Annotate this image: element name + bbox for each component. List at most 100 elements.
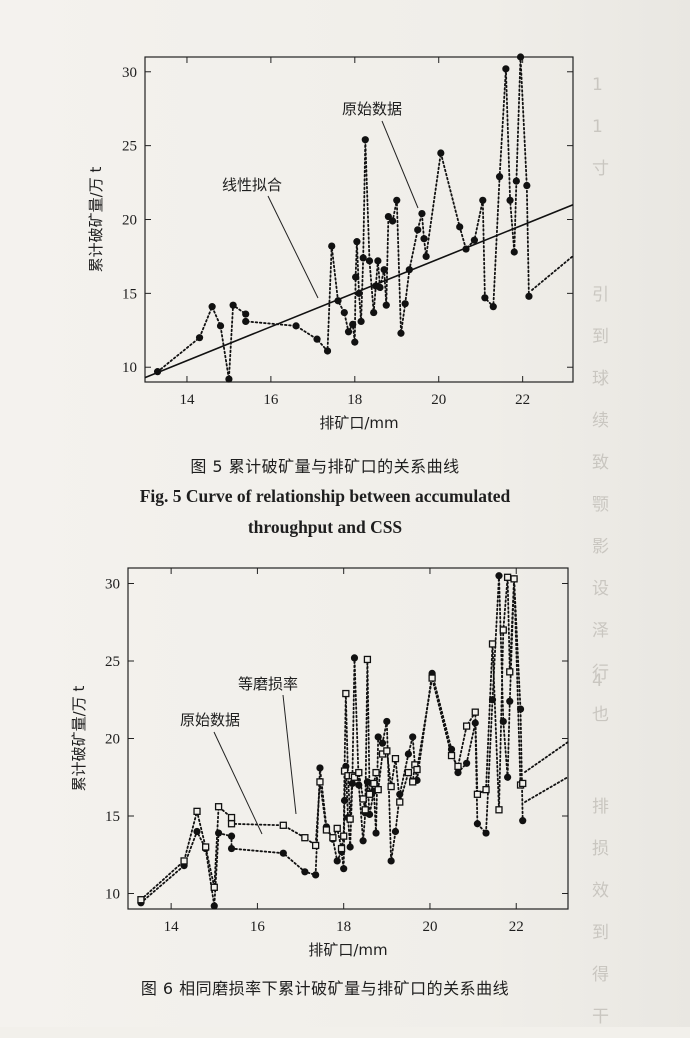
data-point — [525, 292, 533, 300]
x-axis-label: 排矿口/mm — [319, 414, 398, 432]
data-point-square — [316, 778, 324, 786]
data-point — [391, 827, 400, 836]
data-point-square — [404, 768, 413, 777]
data-point-square — [214, 803, 223, 811]
bleed-through-text-top: 1 1 寸 引到球续致颚影设泽行也 — [592, 64, 690, 736]
data-point-square — [473, 790, 482, 798]
bleed-char: 损 — [592, 839, 609, 859]
data-point-square — [488, 640, 497, 648]
x-tick-label: 18 — [336, 919, 351, 935]
data-point — [313, 335, 321, 343]
figure5-caption-en-line1: Fig. 5 Curve of relationship between acc… — [139, 486, 511, 506]
annotation-label: 原始数据 — [342, 100, 402, 118]
fit-line — [145, 203, 573, 379]
data-point-square — [346, 815, 354, 823]
data-point-square — [355, 768, 363, 777]
series-tail — [524, 776, 569, 803]
bleed-char: 设 — [592, 579, 609, 599]
data-point — [409, 733, 417, 741]
series-tail — [524, 741, 569, 773]
data-point — [397, 329, 405, 337]
data-point-square — [499, 626, 507, 634]
data-point — [340, 796, 349, 805]
data-point — [414, 226, 422, 234]
data-point — [437, 149, 445, 157]
bleed-through-text-bottom: 4 排损效到得干 — [592, 660, 690, 1038]
data-point — [422, 252, 430, 261]
bleed-char: 也 — [592, 705, 609, 725]
bleed-char: 得 — [592, 965, 609, 985]
data-point — [279, 849, 287, 857]
data-point — [370, 308, 378, 317]
annotation-leader — [282, 694, 297, 815]
data-point-square — [227, 813, 236, 822]
y-tick-label: 30 — [122, 65, 137, 81]
data-point — [470, 236, 478, 244]
data-point-square — [482, 785, 490, 794]
data-point — [193, 827, 201, 836]
y-tick-label: 10 — [105, 887, 120, 903]
data-point-square — [337, 844, 346, 853]
data-point — [502, 65, 510, 73]
data-point — [512, 177, 520, 185]
series-line — [139, 575, 524, 907]
data-point — [374, 257, 382, 265]
bleed-char: 1 — [592, 75, 603, 95]
data-point-square — [372, 768, 380, 777]
figure6-chart: 14 16 18 20 22 10 15 20 25 30 排矿口/mm 累计破矿量/万 t 等磨损率原… — [70, 567, 569, 959]
data-point — [479, 196, 487, 204]
data-point-square — [333, 824, 341, 833]
bleed-char: 寸 — [592, 159, 609, 179]
data-point-square — [359, 795, 367, 803]
y-tick-label: 25 — [122, 139, 137, 155]
annotation-leader — [213, 731, 263, 835]
data-point — [482, 829, 490, 837]
data-point — [214, 829, 223, 837]
data-point — [404, 750, 412, 758]
figure5-chart: 14 16 18 20 22 10 15 20 25 30 排矿口/mm 累计破矿量/万 t 原始数据线… — [87, 53, 574, 432]
data-point-square — [519, 779, 527, 788]
series-line — [139, 577, 524, 901]
data-point — [344, 328, 353, 336]
bleed-char: 致 — [592, 453, 609, 473]
data-point — [504, 773, 512, 781]
data-point-square — [396, 798, 404, 806]
data-point-square — [454, 762, 462, 771]
data-point-square — [383, 747, 391, 755]
data-point — [388, 217, 397, 225]
data-point — [473, 820, 482, 828]
data-point — [454, 769, 462, 777]
data-point — [340, 308, 348, 317]
annotation-label: 等磨损率 — [238, 675, 298, 693]
data-point — [359, 837, 367, 845]
x-tick-label: 18 — [347, 392, 362, 408]
data-point-square — [391, 754, 400, 763]
annotation-leader — [381, 120, 419, 209]
x-tick-label: 14 — [164, 919, 180, 935]
data-point — [242, 317, 250, 326]
data-point — [401, 300, 409, 308]
bleed-char: 到 — [592, 327, 609, 347]
data-point — [357, 317, 365, 326]
data-point-square — [279, 821, 287, 829]
x-tick-label: 22 — [515, 392, 530, 408]
data-point — [420, 235, 428, 243]
data-point-square — [227, 820, 236, 828]
data-point-square — [193, 807, 201, 816]
data-point-square — [180, 857, 188, 865]
data-point — [481, 294, 489, 302]
y-axis-label: 累计破矿量/万 t — [87, 167, 105, 273]
bleed-char: 1 — [592, 117, 603, 137]
bleed-char: 泽 — [592, 621, 609, 641]
data-point — [216, 322, 225, 330]
data-point — [340, 865, 348, 873]
y-tick-label: 25 — [105, 654, 120, 670]
data-point — [456, 223, 464, 231]
x-axis-label: 排矿口/mm — [308, 941, 387, 959]
data-point — [380, 266, 388, 274]
bleed-char: 干 — [592, 1007, 609, 1027]
annotation-leader — [267, 195, 319, 299]
data-point-square — [428, 674, 436, 682]
annotation-label: 原始数据 — [180, 711, 240, 729]
y-tick-label: 30 — [105, 577, 120, 593]
